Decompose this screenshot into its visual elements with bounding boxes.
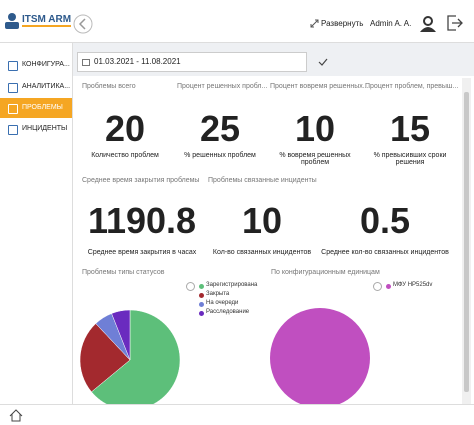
legend-toggle[interactable] — [186, 282, 195, 291]
kpi-value: 20 — [104, 108, 146, 149]
pie-slice — [79, 323, 131, 393]
date-input[interactable]: 01.03.2021 - 11.08.2021 — [77, 52, 307, 72]
date-range: 01.03.2021 - 11.08.2021 — [94, 57, 181, 66]
pie-slice — [270, 308, 370, 404]
card-header: Процент вовремя решенных... — [270, 83, 369, 90]
card-header: Процент проблем, превыш... — [365, 83, 459, 90]
kpi-caption: Среднее кол-во связанных инцидентов — [321, 249, 449, 256]
legend-label: МФУ HP525dv — [393, 282, 433, 288]
avatar[interactable] — [418, 13, 438, 33]
scrollbar[interactable] — [462, 78, 471, 404]
kpi-caption: % превысивших сроки решения — [373, 152, 447, 166]
sidebar: КОНФИГУРА... АНАЛИТИКА... ПРОБЛЕМЫ ИНЦИД… — [0, 43, 73, 404]
back-button[interactable] — [73, 14, 93, 34]
group-header: Проблемы связанные инциденты — [208, 177, 317, 184]
footer — [0, 404, 474, 425]
charts — [79, 308, 370, 404]
logout-button[interactable] — [447, 15, 463, 31]
nav-label: ПРОБЛЕМЫ — [22, 104, 63, 111]
kpi-caption: Количество проблем — [91, 152, 159, 159]
kpi-caption: Кол-во связанных инцидентов — [212, 249, 312, 256]
expand-button[interactable]: Развернуть — [321, 19, 364, 28]
legend-dot — [199, 302, 204, 307]
nav-item[interactable]: КОНФИГУРА... — [0, 55, 72, 75]
expand-icon — [310, 19, 319, 28]
legend-toggle[interactable] — [373, 282, 382, 291]
kpi-value: 10 — [241, 200, 283, 241]
chart-title: Проблемы типы статусов — [82, 269, 165, 276]
legend-label: Зарегистрирована — [206, 282, 258, 288]
legend-dot — [199, 311, 204, 316]
kpi-value: 25 — [199, 108, 241, 149]
kpi-value: 1190.8 — [87, 200, 197, 241]
legend-label: Расследование — [206, 309, 250, 315]
apply-button[interactable] — [318, 57, 328, 67]
nav-label: АНАЛИТИКА... — [22, 83, 71, 90]
nav-item[interactable]: АНАЛИТИКА... — [0, 77, 72, 97]
calendar-icon — [82, 59, 90, 66]
nav-label: КОНФИГУРА... — [22, 61, 70, 68]
card-header: Процент решенных пробл... — [177, 83, 268, 90]
legend-dot — [199, 293, 204, 298]
kpi-value: 15 — [389, 108, 431, 149]
pie-slice — [111, 309, 131, 361]
kpi-value: 0.5 — [359, 200, 411, 241]
kpi-caption: Среднее время закрытия в часах — [87, 249, 197, 256]
kpi-caption: % вовремя решенных проблем — [279, 152, 351, 166]
pie-slice — [91, 309, 181, 404]
kpi-caption: % решенных проблем — [184, 152, 256, 159]
legend-dot — [386, 284, 391, 289]
nav-item[interactable]: ИНЦИДЕНТЫ — [0, 119, 72, 139]
kpi-value: 10 — [294, 108, 336, 149]
legend-dot — [199, 284, 204, 289]
header: ITSM ARM Развернуть Admin A. A. — [0, 0, 474, 43]
group-header: Среднее время закрытия проблемы — [82, 177, 200, 184]
legend-label: На очереди — [206, 300, 239, 306]
home-button[interactable] — [9, 409, 23, 422]
card-header: Проблемы всего — [82, 83, 136, 90]
nav-item-active[interactable]: ПРОБЛЕМЫ — [0, 98, 72, 118]
nav-label: ИНЦИДЕНТЫ — [22, 125, 68, 132]
logo-icon — [5, 13, 19, 29]
user-name[interactable]: Admin A. A. — [370, 19, 412, 28]
logo: ITSM ARM — [22, 14, 72, 27]
chart-title: По конфигурационным единицам — [271, 269, 380, 276]
legend-label: Закрыта — [206, 291, 230, 297]
